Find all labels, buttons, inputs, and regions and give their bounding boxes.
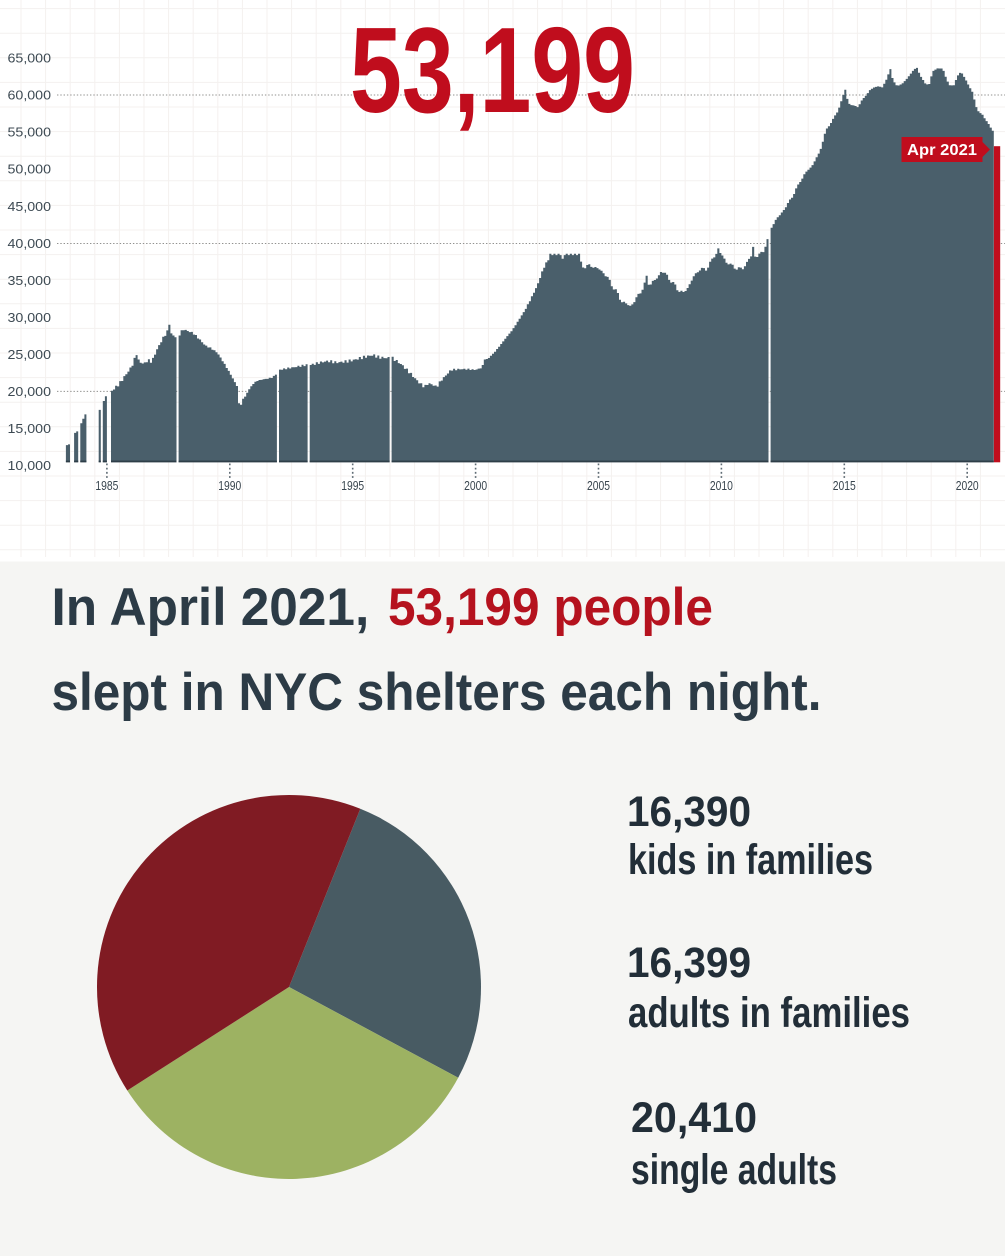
svg-text:Apr 2021: Apr 2021	[907, 142, 977, 159]
svg-text:2020: 2020	[956, 479, 979, 493]
svg-text:65,000: 65,000	[8, 51, 52, 66]
svg-text:2000: 2000	[464, 479, 487, 493]
svg-text:50,000: 50,000	[8, 162, 52, 177]
svg-text:16,390: 16,390	[627, 788, 751, 836]
svg-text:kids in families: kids in families	[628, 836, 873, 884]
svg-text:53,199 people: 53,199 people	[388, 578, 713, 637]
svg-text:adults in families: adults in families	[628, 989, 910, 1037]
svg-text:1985: 1985	[95, 479, 118, 493]
svg-text:slept in NYC shelters each nig: slept in NYC shelters each night.	[52, 663, 822, 722]
svg-text:10,000: 10,000	[8, 458, 52, 473]
svg-text:60,000: 60,000	[8, 88, 52, 103]
svg-text:55,000: 55,000	[8, 125, 52, 140]
svg-text:2005: 2005	[587, 479, 610, 493]
svg-text:20,000: 20,000	[8, 384, 52, 399]
svg-text:30,000: 30,000	[8, 310, 52, 325]
svg-text:40,000: 40,000	[8, 236, 52, 251]
svg-text:1995: 1995	[341, 479, 364, 493]
svg-text:25,000: 25,000	[8, 347, 52, 362]
svg-text:1990: 1990	[218, 479, 241, 493]
svg-text:53,199: 53,199	[350, 2, 635, 138]
svg-text:2010: 2010	[710, 479, 733, 493]
svg-text:16,399: 16,399	[627, 939, 751, 987]
svg-text:single adults: single adults	[631, 1146, 837, 1194]
svg-text:20,410: 20,410	[631, 1094, 757, 1142]
svg-text:In April 2021,: In April 2021,	[52, 578, 384, 637]
svg-text:45,000: 45,000	[8, 199, 52, 214]
svg-text:2015: 2015	[833, 479, 856, 493]
svg-text:35,000: 35,000	[8, 273, 52, 288]
svg-text:15,000: 15,000	[8, 421, 52, 436]
